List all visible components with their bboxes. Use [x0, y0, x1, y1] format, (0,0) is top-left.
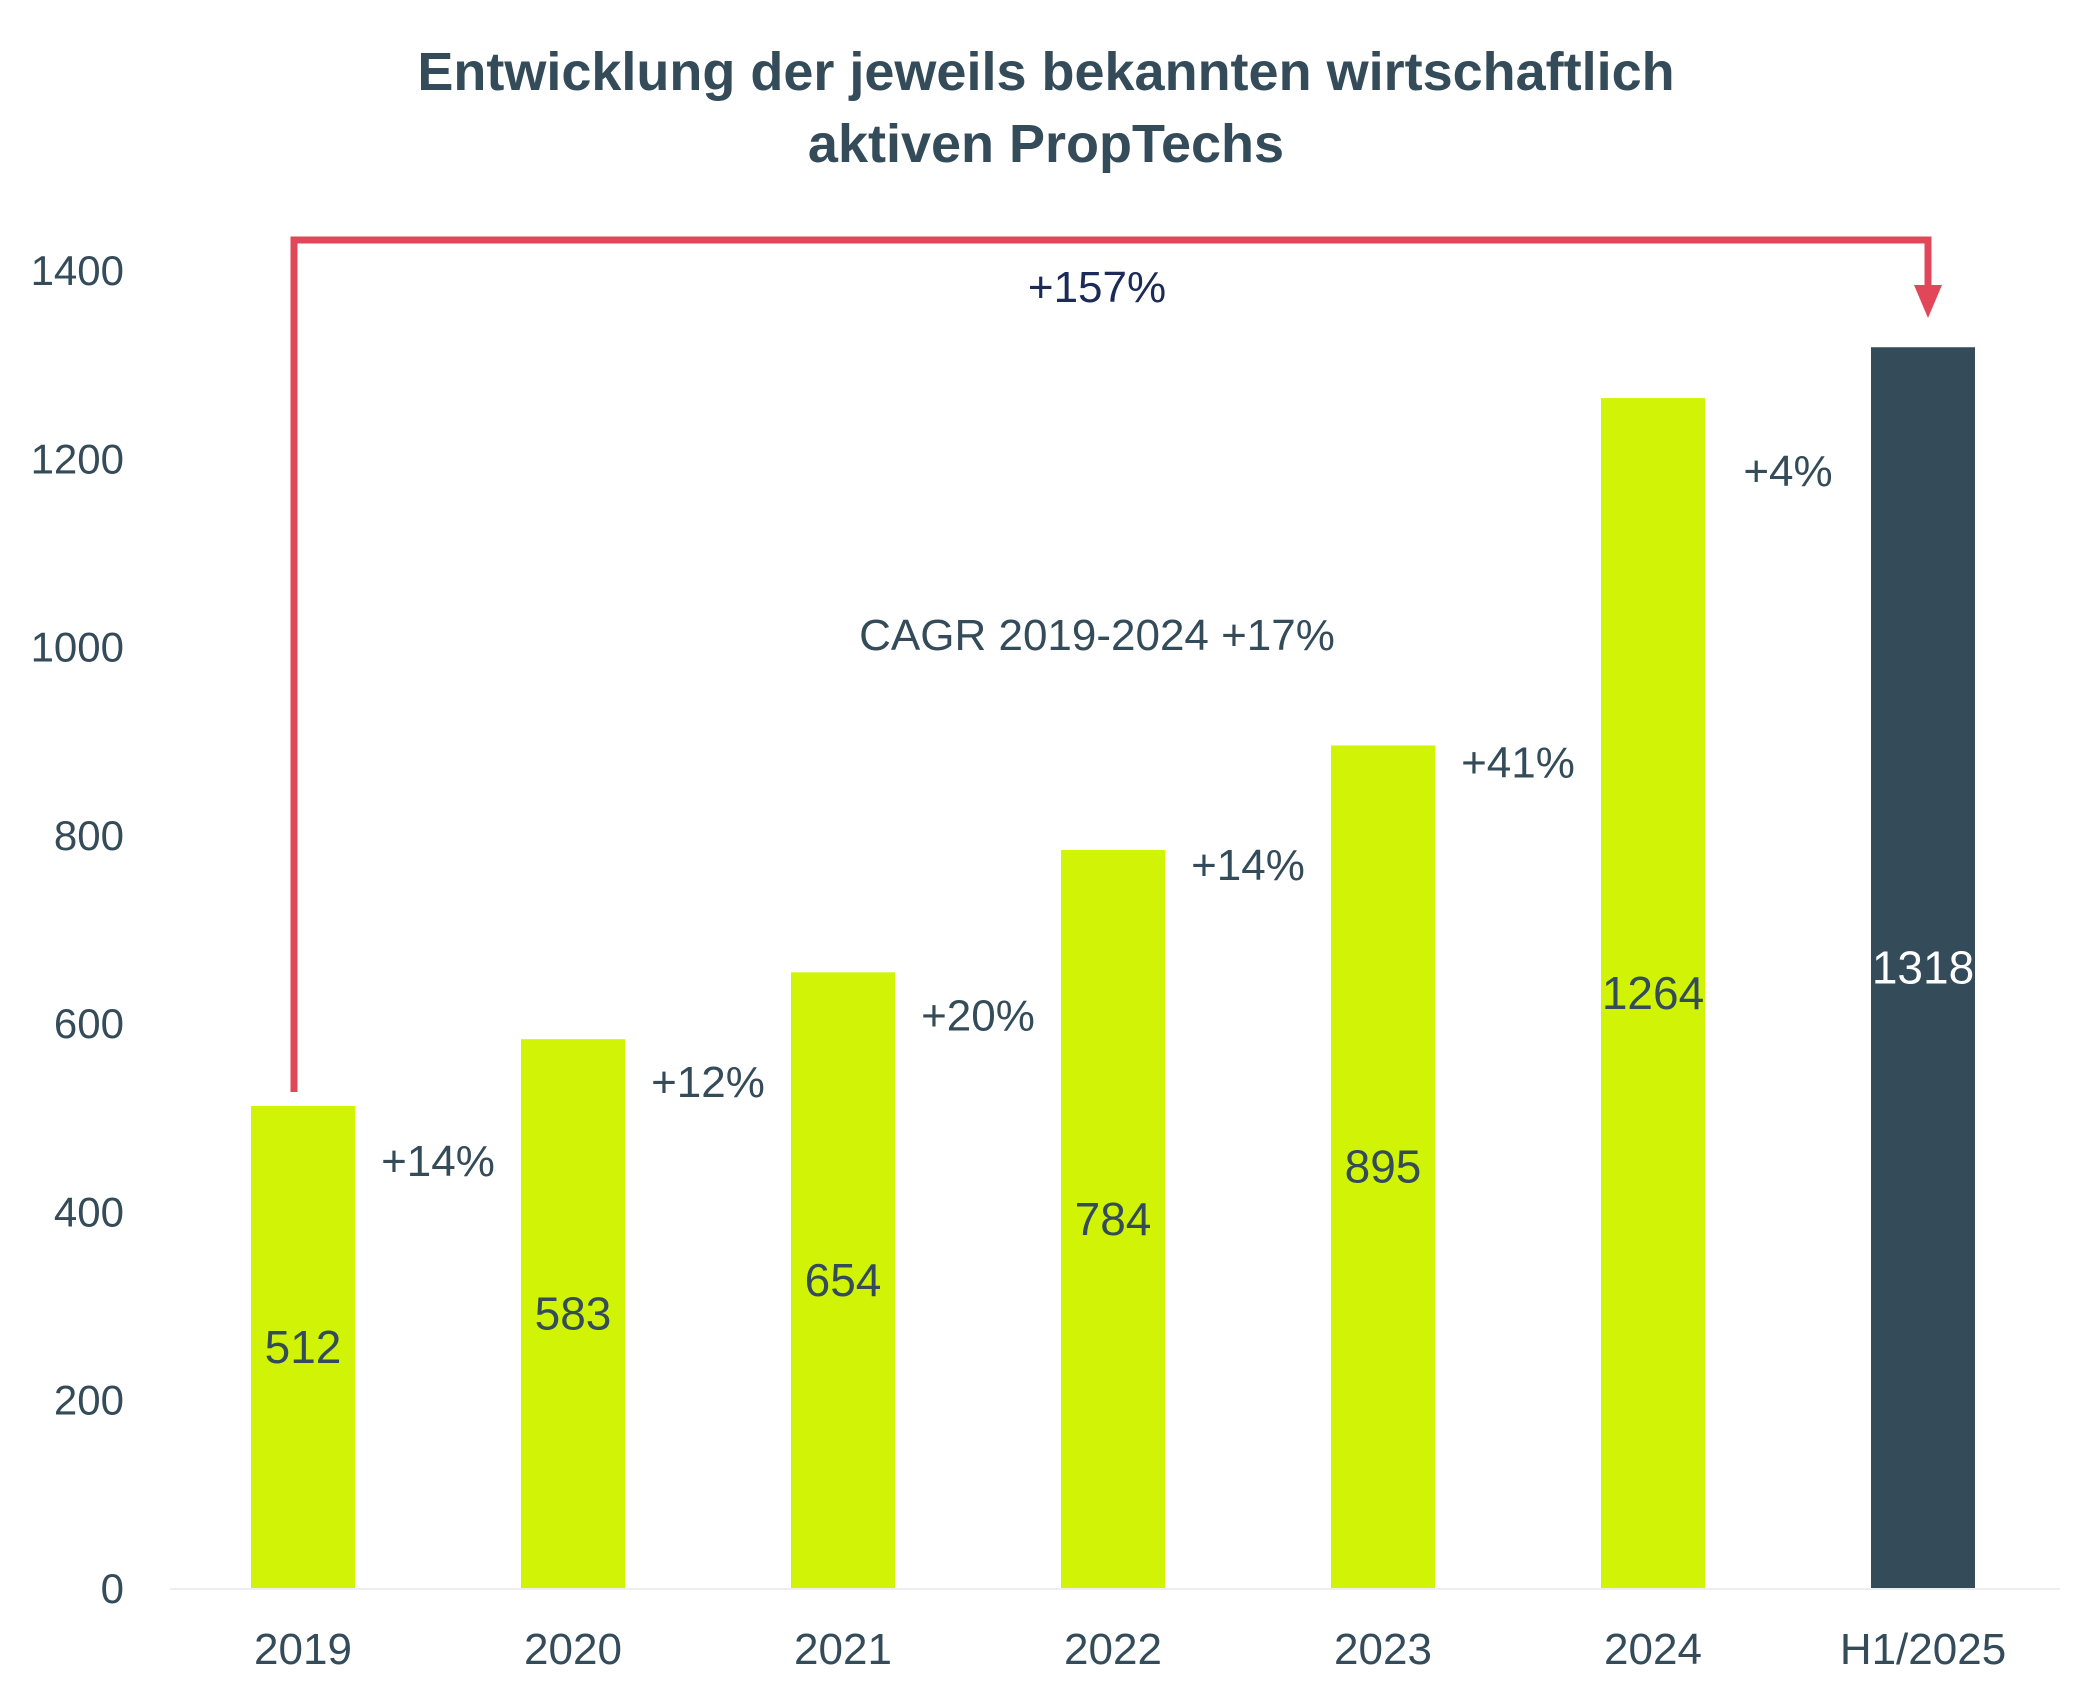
growth-label: +20%	[921, 991, 1035, 1040]
x-tick-label: 2019	[254, 1625, 352, 1674]
growth-label: +14%	[381, 1137, 495, 1186]
bar	[521, 1039, 625, 1588]
cagr-label: CAGR 2019-2024 +17%	[859, 611, 1335, 660]
x-tick-label: 2023	[1334, 1625, 1432, 1674]
data-label: 583	[535, 1288, 612, 1340]
x-tick-label: 2020	[524, 1625, 622, 1674]
y-tick-label: 800	[54, 812, 124, 859]
total-growth-label: +157%	[1028, 263, 1166, 312]
growth-label: +41%	[1461, 738, 1575, 787]
bar	[1601, 398, 1705, 1588]
x-tick-label: 2024	[1604, 1625, 1702, 1674]
y-tick-label: 1200	[31, 435, 124, 482]
bar	[1871, 347, 1975, 1588]
arrow-head-icon	[1914, 285, 1942, 318]
x-tick-label: 2022	[1064, 1625, 1162, 1674]
data-label: 1264	[1602, 967, 1704, 1019]
y-tick-label: 1000	[31, 624, 124, 671]
bar	[791, 972, 895, 1588]
y-tick-label: 600	[54, 1000, 124, 1047]
data-label: 1318	[1872, 942, 1974, 994]
y-tick-label: 1400	[31, 247, 124, 294]
bar	[1061, 849, 1165, 1588]
total-growth-arrow	[290, 236, 1932, 1092]
data-label: 654	[805, 1254, 882, 1306]
chart-title: Entwicklung der jeweils bekannten wirtsc…	[0, 36, 2092, 180]
data-label: 784	[1075, 1193, 1152, 1245]
chart-title-line-1: Entwicklung der jeweils bekannten wirtsc…	[417, 42, 1675, 102]
x-tick-label: H1/2025	[1840, 1625, 2006, 1674]
growth-label: +4%	[1743, 447, 1832, 496]
bar	[251, 1106, 355, 1588]
growth-label: +12%	[651, 1058, 765, 1107]
chart-title-line-2: aktiven PropTechs	[807, 114, 1285, 174]
bar	[1331, 745, 1435, 1588]
y-tick-label: 200	[54, 1377, 124, 1424]
y-tick-label: 400	[54, 1188, 124, 1235]
x-tick-label: 2021	[794, 1625, 892, 1674]
data-label: 512	[265, 1321, 342, 1373]
growth-label: +14%	[1191, 841, 1305, 890]
data-label: 895	[1345, 1141, 1422, 1193]
y-tick-label: 0	[101, 1565, 124, 1612]
